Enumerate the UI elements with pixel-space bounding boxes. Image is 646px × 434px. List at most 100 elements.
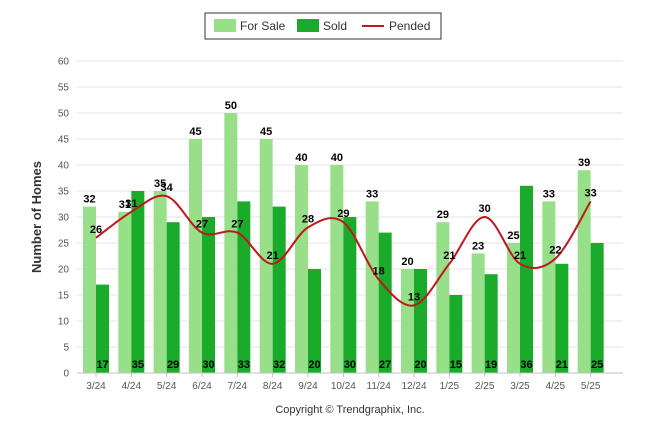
y-tick-label-5: 5 bbox=[63, 343, 69, 354]
x-tick-label-10-24: 10/24 bbox=[331, 381, 356, 392]
x-tick-label-6-24: 6/24 bbox=[192, 381, 212, 392]
line-pended[interactable] bbox=[95, 194, 592, 307]
label-for-sale-8-24: 45 bbox=[260, 126, 272, 138]
axes: 0 5 10 15 20 25 30 35 40 45 50 55 60 3/24 4/24 5/24 6/24… bbox=[58, 57, 623, 392]
label-pended-4-25: 22 bbox=[549, 245, 561, 257]
label-sold-5-25: 25 bbox=[591, 359, 603, 371]
y-tick-label-0: 0 bbox=[63, 369, 69, 380]
y-tick-label-50: 50 bbox=[58, 109, 70, 120]
bar-sold-1-25[interactable] bbox=[449, 295, 463, 373]
y-tick-label-45: 45 bbox=[58, 135, 70, 146]
y-axis-label: Number of Homes bbox=[29, 161, 44, 273]
x-tick-label-3-25: 3/25 bbox=[510, 381, 530, 392]
label-sold-8-24: 32 bbox=[273, 359, 285, 371]
label-sold-7-24: 33 bbox=[238, 359, 250, 371]
bar-for-sale-3-24[interactable] bbox=[83, 206, 96, 373]
bar-sold-4-24[interactable] bbox=[131, 191, 145, 373]
data-labels: 32 17 31 35 35 29 45 30 50 33 45 32 40 20 40 30 33 27 20 20… bbox=[83, 100, 603, 371]
y-tick-label-40: 40 bbox=[58, 161, 70, 172]
bar-sold-4-25[interactable] bbox=[555, 263, 569, 373]
y-tick-label-10: 10 bbox=[58, 317, 70, 328]
label-for-sale-5-24: 35 bbox=[154, 178, 166, 190]
x-tick-label-5-24: 5/24 bbox=[157, 381, 177, 392]
bar-sold-10-24[interactable] bbox=[343, 217, 357, 373]
label-sold-11-24: 27 bbox=[379, 359, 391, 371]
bar-sold-5-25[interactable] bbox=[590, 243, 604, 373]
x-tick-label-11-24: 11/24 bbox=[367, 381, 392, 392]
x-tick-label-1-25: 1/25 bbox=[440, 381, 460, 392]
bar-for-sale-7-24[interactable] bbox=[224, 113, 238, 373]
bar-sold-6-24[interactable] bbox=[202, 217, 215, 373]
y-tick-label-20: 20 bbox=[58, 265, 70, 276]
label-pended-12-24: 13 bbox=[408, 291, 420, 303]
x-tick-label-5-25: 5/25 bbox=[581, 381, 601, 392]
bar-for-sale-4-25[interactable] bbox=[542, 201, 556, 373]
label-pended-9-24: 28 bbox=[302, 213, 314, 225]
label-sold-4-24: 35 bbox=[132, 359, 144, 371]
pended-line bbox=[95, 194, 592, 307]
bar-sold-12-24[interactable] bbox=[414, 269, 427, 373]
bar-sold-9-24[interactable] bbox=[308, 269, 321, 373]
x-tick-label-3-24: 3/24 bbox=[86, 381, 106, 392]
bar-for-sale-3-25[interactable] bbox=[507, 243, 520, 373]
bar-for-sale-2-25[interactable] bbox=[471, 253, 485, 373]
bar-sold-3-25[interactable] bbox=[520, 185, 533, 373]
label-sold-10-24: 30 bbox=[344, 359, 356, 371]
bar-sold-7-24[interactable] bbox=[237, 201, 251, 373]
x-tick-label-2-25: 2/25 bbox=[475, 381, 495, 392]
label-pended-4-24: 31 bbox=[125, 198, 137, 210]
label-for-sale-4-24: 31 bbox=[119, 199, 131, 211]
bar-sold-8-24[interactable] bbox=[272, 206, 286, 373]
label-for-sale-3-24: 32 bbox=[83, 194, 95, 206]
label-sold-12-24: 20 bbox=[414, 359, 426, 371]
label-for-sale-1-25: 29 bbox=[437, 209, 449, 221]
label-pended-11-24: 18 bbox=[373, 265, 385, 277]
label-for-sale-2-25: 23 bbox=[472, 240, 484, 252]
label-sold-9-24: 20 bbox=[308, 359, 320, 371]
label-pended-8-24: 21 bbox=[267, 250, 279, 262]
copyright-footer: Copyright © Trendgraphix, Inc. bbox=[275, 404, 424, 416]
x-tick-label-7-24: 7/24 bbox=[228, 381, 248, 392]
legend-label-pended[interactable]: Pended bbox=[389, 19, 430, 33]
label-sold-2-25: 19 bbox=[485, 359, 497, 371]
bar-for-sale-5-25[interactable] bbox=[577, 170, 591, 373]
label-pended-5-25: 33 bbox=[585, 187, 597, 199]
bar-sold-5-24[interactable] bbox=[166, 222, 180, 373]
x-tick-label-4-24: 4/24 bbox=[122, 381, 142, 392]
bar-for-sale-12-24[interactable] bbox=[401, 269, 414, 373]
label-sold-1-25: 15 bbox=[450, 359, 462, 371]
label-pended-2-25: 30 bbox=[479, 203, 491, 215]
legend-swatch-sold bbox=[297, 19, 319, 32]
label-sold-4-25: 21 bbox=[556, 359, 568, 371]
bar-for-sale-6-24[interactable] bbox=[189, 139, 202, 373]
bar-for-sale-4-24[interactable] bbox=[118, 211, 132, 373]
legend[interactable]: For Sale Sold Pended bbox=[204, 12, 442, 40]
x-tick-label-9-24: 9/24 bbox=[298, 381, 318, 392]
y-tick-label-30: 30 bbox=[58, 213, 70, 224]
label-sold-3-24: 17 bbox=[96, 359, 108, 371]
bar-for-sale-8-24[interactable] bbox=[259, 139, 273, 373]
label-pended-3-25: 21 bbox=[514, 250, 526, 262]
y-tick-label-60: 60 bbox=[58, 57, 70, 68]
bar-for-sale-5-24[interactable] bbox=[153, 191, 167, 373]
label-pended-1-25: 21 bbox=[443, 250, 455, 262]
bars bbox=[83, 113, 604, 373]
label-for-sale-5-25: 39 bbox=[578, 157, 590, 169]
label-for-sale-7-24: 50 bbox=[225, 100, 237, 112]
bar-for-sale-10-24[interactable] bbox=[330, 165, 344, 373]
x-tick-label-8-24: 8/24 bbox=[263, 381, 283, 392]
label-for-sale-12-24: 20 bbox=[401, 256, 413, 268]
legend-label-for-sale[interactable]: For Sale bbox=[240, 19, 286, 33]
label-pended-6-24: 27 bbox=[196, 219, 208, 231]
label-pended-10-24: 29 bbox=[337, 208, 349, 220]
label-pended-5-24: 34 bbox=[161, 182, 174, 194]
label-for-sale-4-25: 33 bbox=[543, 188, 555, 200]
bar-for-sale-1-25[interactable] bbox=[436, 222, 450, 373]
bar-for-sale-9-24[interactable] bbox=[295, 165, 308, 373]
bar-sold-11-24[interactable] bbox=[378, 232, 392, 373]
bar-sold-3-24[interactable] bbox=[96, 284, 109, 373]
bar-sold-2-25[interactable] bbox=[484, 274, 498, 373]
bar-for-sale-11-24[interactable] bbox=[365, 201, 379, 373]
legend-label-sold[interactable]: Sold bbox=[323, 19, 347, 33]
